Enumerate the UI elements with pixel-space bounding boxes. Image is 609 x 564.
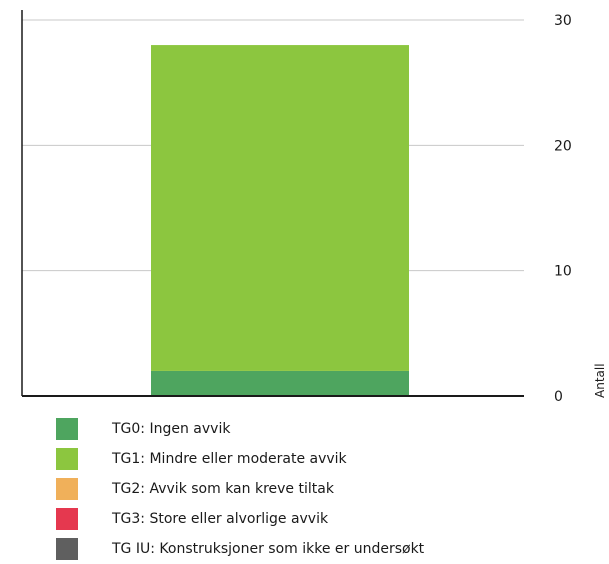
y-axis-ticks: 0 10 20 30 bbox=[554, 13, 572, 405]
y-tick-label: 10 bbox=[554, 264, 572, 280]
bar-segment-tg1 bbox=[151, 45, 409, 371]
legend-swatch bbox=[56, 538, 78, 560]
axes bbox=[21, 10, 524, 397]
legend-swatch bbox=[56, 448, 78, 470]
bar-chart: 0 10 20 30 Antall bbox=[21, 10, 607, 405]
legend-item-tg2: TG2: Avvik som kan kreve tiltak bbox=[56, 474, 424, 504]
bar-stack bbox=[151, 45, 409, 396]
legend-label: TG3: Store eller alvorlige avvik bbox=[112, 511, 329, 527]
legend-label: TG0: Ingen avvik bbox=[112, 421, 231, 437]
y-axis-title: Antall bbox=[593, 363, 607, 398]
legend-swatch bbox=[56, 418, 78, 440]
legend-item-tg1: TG1: Mindre eller moderate avvik bbox=[56, 444, 424, 474]
y-tick-label: 0 bbox=[554, 389, 563, 405]
legend: TG0: Ingen avvik TG1: Mindre eller modera… bbox=[56, 414, 424, 564]
legend-swatch bbox=[56, 508, 78, 530]
y-tick-label: 30 bbox=[554, 13, 572, 29]
legend-item-tg0: TG0: Ingen avvik bbox=[56, 414, 424, 444]
legend-label: TG1: Mindre eller moderate avvik bbox=[112, 451, 347, 467]
legend-label: TG2: Avvik som kan kreve tiltak bbox=[112, 481, 334, 497]
y-tick-label: 20 bbox=[554, 138, 572, 154]
legend-label: TG IU: Konstruksjoner som ikke er unders… bbox=[112, 541, 425, 557]
legend-swatch bbox=[56, 478, 78, 500]
legend-item-tg-iu: TG IU: Konstruksjoner som ikke er unders… bbox=[56, 534, 424, 564]
legend-item-tg3: TG3: Store eller alvorlige avvik bbox=[56, 504, 424, 534]
bar-segment-tg0 bbox=[151, 370, 409, 396]
